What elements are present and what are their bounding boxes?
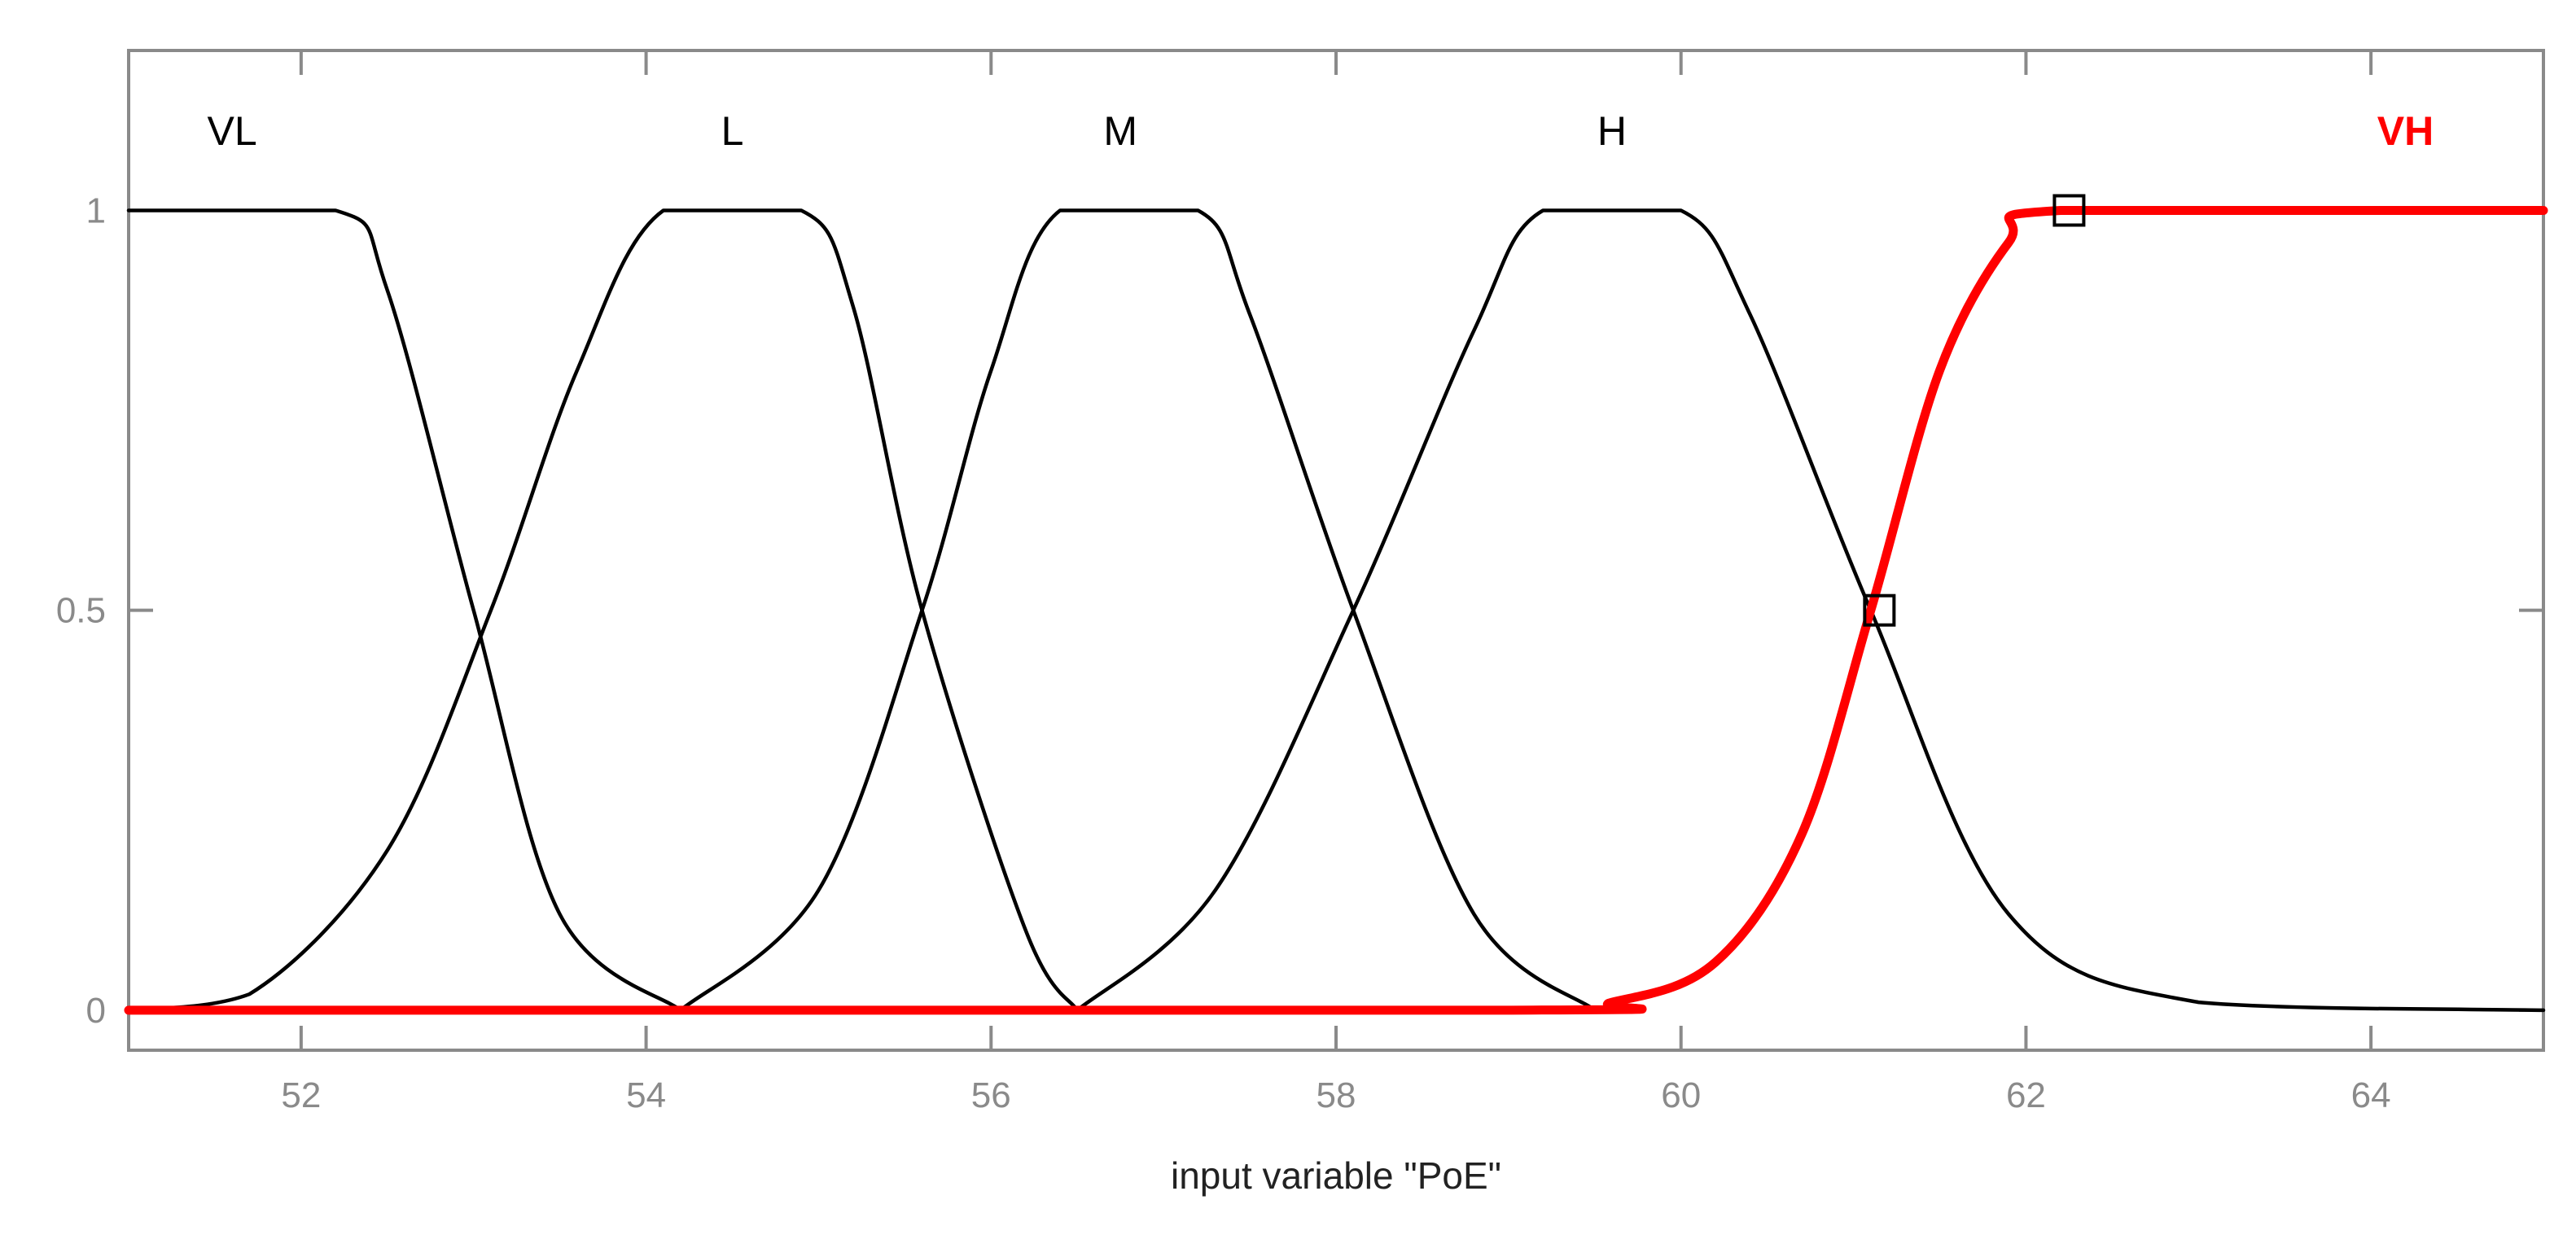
axis-ticks: 52 54 56 58 60 62 64 0 0.5 1 bbox=[56, 50, 2543, 1115]
series-h-label: H bbox=[1597, 108, 1627, 154]
series-m-line[interactable] bbox=[678, 208, 1597, 1013]
control-point-marker[interactable] bbox=[1863, 593, 1896, 627]
x-tick-label: 62 bbox=[2006, 1075, 2046, 1115]
series-layer bbox=[124, 205, 2548, 1015]
control-point-marker[interactable] bbox=[2052, 194, 2086, 227]
series-h-line[interactable] bbox=[1075, 208, 2546, 1013]
y-tick-label: 0.5 bbox=[56, 591, 106, 631]
x-axis-title: input variable "PoE" bbox=[1171, 1154, 1501, 1197]
series-vh-line[interactable] bbox=[124, 205, 2548, 1015]
series-m-label: M bbox=[1103, 108, 1137, 154]
y-tick-label: 1 bbox=[86, 191, 106, 230]
marker-layer bbox=[1863, 194, 2086, 627]
series-vl-line[interactable] bbox=[126, 208, 683, 1013]
x-tick-label: 60 bbox=[1661, 1075, 1701, 1115]
y-tick-label: 0 bbox=[86, 991, 106, 1031]
x-tick-label: 56 bbox=[971, 1075, 1011, 1115]
label-layer: VL L M H VH bbox=[208, 108, 2434, 154]
x-tick-label: 52 bbox=[281, 1075, 321, 1115]
series-vh-label: VH bbox=[2377, 108, 2434, 154]
series-vl-label: VL bbox=[208, 108, 257, 154]
x-tick-label: 58 bbox=[1316, 1075, 1356, 1115]
plot-frame bbox=[127, 49, 2545, 1052]
x-tick-label: 64 bbox=[2351, 1075, 2391, 1115]
series-l-label: L bbox=[721, 108, 744, 154]
x-tick-label: 54 bbox=[626, 1075, 666, 1115]
series-l-line[interactable] bbox=[126, 208, 1080, 1013]
